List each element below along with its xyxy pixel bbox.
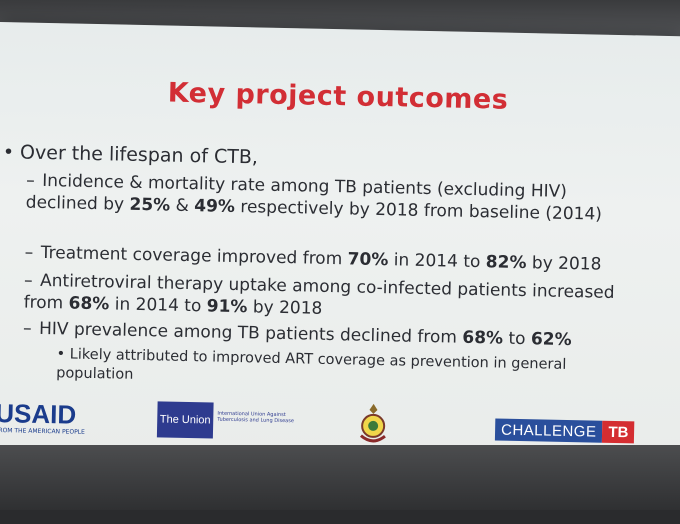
value-68b: 68%: [462, 327, 504, 349]
sub-bullet-art: – Antiretroviral therapy uptake among co-…: [23, 270, 615, 319]
sub-sub-bullet: • Likely attributed to improved ART cove…: [56, 346, 567, 383]
value-68: 68%: [68, 293, 110, 314]
sub-bullet-incidence: – Incidence & mortality rate among TB pat…: [25, 170, 603, 225]
value-91: 91%: [206, 295, 248, 317]
tb-text: TB: [602, 420, 635, 444]
sub-sub-bullet-text: Likely attributed to improved ART covera…: [56, 346, 567, 383]
usaid-logo: USAID FROM THE AMERICAN PEOPLE: [0, 398, 86, 436]
challenge-tb-logo: CHALLENGE TB: [494, 418, 635, 444]
value-62: 62%: [530, 329, 572, 351]
union-subtext: International Union Against Tuberculosis…: [217, 410, 294, 425]
value-70: 70%: [347, 249, 389, 271]
value-82: 82%: [485, 252, 527, 274]
coat-of-arms-icon: [359, 403, 386, 443]
main-bullet: • Over the lifespan of CTB,: [2, 141, 259, 169]
value-25: 25%: [129, 194, 171, 216]
the-union-logo: The Union: [156, 401, 214, 439]
logo-strip: USAID FROM THE AMERICAN PEOPLE The Union…: [0, 388, 672, 462]
slide-title: Key project outcomes: [167, 77, 509, 116]
main-bullet-text: Over the lifespan of CTB,: [19, 141, 259, 169]
usaid-wordmark: USAID: [0, 397, 77, 430]
wall-bottom: [0, 445, 680, 510]
challenge-text: CHALLENGE: [494, 418, 603, 443]
usaid-tagline: FROM THE AMERICAN PEOPLE: [0, 426, 85, 436]
value-49: 49%: [194, 195, 236, 217]
